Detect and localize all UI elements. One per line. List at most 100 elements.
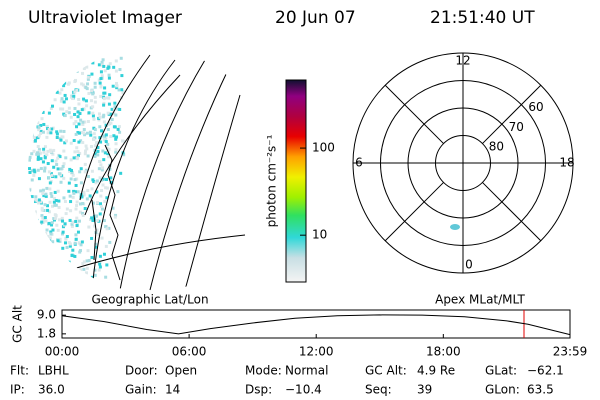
aurora-pixel <box>65 235 69 239</box>
aurora-pixel <box>58 265 62 269</box>
aurora-pixel <box>34 243 38 247</box>
aurora-pixel <box>55 79 59 83</box>
aurora-pixel <box>79 118 83 122</box>
aurora-pixel <box>40 106 44 110</box>
aurora-pixel <box>31 73 35 77</box>
aurora-pixel <box>39 189 43 193</box>
aurora-pixel <box>35 257 39 261</box>
aurora-pixel <box>114 59 118 63</box>
aurora-pixel <box>98 81 102 85</box>
aurora-pixel <box>62 84 66 88</box>
aurora-pixel <box>112 125 116 129</box>
aurora-pixel <box>68 56 72 60</box>
aurora-pixel <box>121 91 125 95</box>
aurora-pixel <box>62 176 66 180</box>
aurora-pixel <box>40 214 44 218</box>
aurora-pixel <box>75 177 79 181</box>
map <box>28 54 246 291</box>
aurora-pixel <box>85 65 89 69</box>
aurora-pixel <box>104 225 108 229</box>
aurora-pixel <box>29 84 33 88</box>
aurora-pixel <box>35 262 39 266</box>
aurora-pixel <box>40 59 44 63</box>
aurora-pixel <box>41 130 45 134</box>
aurora-pixel <box>50 221 54 225</box>
aurora-pixel <box>43 156 47 160</box>
aurora-pixel <box>53 63 57 67</box>
aurora-pixel <box>44 255 48 259</box>
aurora-pixel <box>107 76 111 80</box>
aurora-pixel <box>72 94 76 98</box>
aurora-pixel <box>53 98 57 102</box>
aurora-pixel <box>29 251 33 255</box>
aurora-pixel <box>72 191 76 195</box>
aurora-pixel <box>95 190 99 194</box>
aurora-pixel <box>41 263 45 267</box>
aurora-pixel <box>28 167 32 171</box>
aurora-pixel <box>91 282 95 286</box>
aurora-pixel <box>114 213 118 217</box>
aurora-pixel <box>94 214 98 218</box>
aurora-pixel <box>90 275 94 279</box>
aurora-pixel <box>37 125 41 129</box>
aurora-pixel <box>93 85 97 89</box>
aurora-pixel <box>39 151 43 155</box>
aurora-pixel <box>101 58 105 62</box>
aurora-pixel <box>50 223 54 227</box>
aurora-pixel <box>37 272 41 276</box>
aurora-pixel <box>42 276 46 280</box>
aurora-pixel <box>110 118 114 122</box>
aurora-pixel <box>91 105 95 109</box>
aurora-pixel <box>73 254 77 258</box>
aurora-pixel <box>40 245 44 249</box>
aurora-pixel <box>43 203 47 207</box>
aurora-pixel <box>95 228 99 232</box>
aurora-pixel <box>96 283 100 287</box>
aurora-pixel <box>78 250 82 254</box>
aurora-pixel <box>91 201 95 205</box>
aurora-pixel <box>99 163 103 167</box>
aurora-pixel <box>78 170 82 174</box>
aurora-pixel <box>69 279 73 283</box>
aurora-pixel <box>45 276 49 280</box>
aurora-pixel <box>59 107 63 111</box>
aurora-pixel <box>54 216 58 220</box>
aurora-pixel <box>35 218 39 222</box>
aurora-pixel <box>40 96 44 100</box>
aurora-pixel <box>78 210 82 214</box>
aurora-pixel <box>41 160 45 164</box>
aurora-pixel <box>86 175 90 179</box>
aurora-pixel <box>32 135 36 139</box>
aurora-pixel <box>83 152 87 156</box>
y-tick-label: 9.0 <box>37 308 56 322</box>
aurora-pixel <box>28 101 32 105</box>
aurora-pixel <box>106 66 110 70</box>
aurora-pixel <box>90 169 94 173</box>
polar-diagonal <box>384 84 444 144</box>
aurora-pixel <box>31 59 35 63</box>
aurora-pixel <box>39 200 43 204</box>
map-label: Geographic Lat/Lon <box>91 293 208 307</box>
aurora-pixel <box>33 75 37 79</box>
aurora-pixel <box>117 125 121 129</box>
aurora-pixel <box>31 84 35 88</box>
aurora-pixel <box>65 139 69 143</box>
aurora-pixel <box>53 68 57 72</box>
aurora-pixel <box>49 106 53 110</box>
aurora-pixel <box>59 55 63 59</box>
aurora-pixel <box>32 57 36 61</box>
aurora-pixel <box>114 148 118 152</box>
aurora-pixel <box>29 133 33 137</box>
aurora-pixel <box>79 243 83 247</box>
aurora-pixel <box>86 77 90 81</box>
aurora-pixel <box>67 111 71 115</box>
aurora-pixel <box>100 74 104 78</box>
aurora-pixel <box>99 70 103 74</box>
y-label: GC Alt <box>11 305 25 343</box>
aurora-pixel <box>42 62 46 66</box>
aurora-pixel <box>80 240 84 244</box>
aurora-pixel <box>67 106 71 110</box>
aurora-pixel <box>33 170 37 174</box>
aurora-pixel <box>71 195 75 199</box>
aurora-pixel <box>28 127 32 131</box>
